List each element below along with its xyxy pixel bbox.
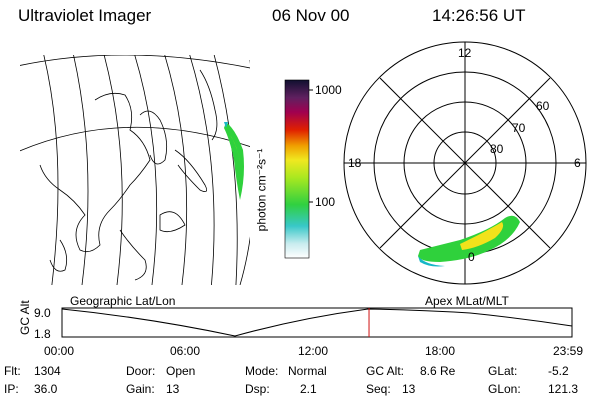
altitude-ytick-low: 1.8	[34, 327, 51, 341]
mlat-label-60: 60	[536, 99, 550, 113]
altitude-ytick-high: 9.0	[34, 306, 51, 320]
mlt-label-6: 6	[574, 156, 581, 170]
seq-value: 13	[402, 382, 416, 396]
altitude-xtick-4: 23:59	[553, 344, 584, 358]
door-value: Open	[166, 364, 196, 378]
altitude-curve	[61, 308, 573, 337]
glon-value: 121.3	[548, 382, 579, 396]
aurora-edge-geo	[224, 122, 228, 128]
ip-label: IP:	[4, 382, 19, 396]
aurora-core-polar	[460, 222, 504, 250]
seq-label: Seq:	[366, 382, 391, 396]
dsp-label: Dsp:	[245, 382, 270, 396]
mlat-label-70: 70	[512, 121, 526, 135]
altitude-xtick-3: 18:00	[425, 344, 456, 358]
flt-value: 1304	[34, 364, 61, 378]
altitude-xtick-0: 00:00	[44, 344, 75, 358]
mode-value: Normal	[288, 364, 327, 378]
mlt-label-0: 0	[468, 250, 475, 264]
glat-label: GLat:	[488, 364, 518, 378]
gain-value: 13	[166, 382, 180, 396]
mlt-label-12: 12	[458, 46, 472, 60]
right-panel-label: Apex MLat/MLT	[425, 294, 509, 308]
mode-label: Mode:	[245, 364, 279, 378]
gcalt-value: 8.6 Re	[420, 364, 456, 378]
glon-label: GLon:	[488, 382, 521, 396]
glat-value: -5.2	[548, 364, 569, 378]
date-label: 06 Nov 00	[272, 6, 350, 25]
aurora-band-geo	[224, 122, 244, 200]
mlat-label-80: 80	[490, 142, 504, 156]
altitude-xtick-1: 06:00	[170, 344, 201, 358]
altitude-ylabel: GC Alt	[18, 300, 32, 335]
flt-label: Flt:	[4, 364, 21, 378]
ip-value: 36.0	[34, 382, 58, 396]
instrument-title: Ultraviolet Imager	[18, 6, 152, 25]
dsp-value: 2.1	[300, 382, 317, 396]
altitude-xtick-2: 12:00	[298, 344, 329, 358]
colorbar-tick-1000: 1000	[315, 83, 342, 97]
left-panel-label: Geographic Lat/Lon	[70, 294, 176, 308]
gain-label: Gain:	[126, 382, 155, 396]
colorbar-tick-100: 100	[315, 195, 336, 209]
gcalt-label: GC Alt:	[366, 364, 405, 378]
mlt-label-18: 18	[348, 156, 362, 170]
door-label: Door:	[126, 364, 156, 378]
time-label: 14:26:56 UT	[432, 6, 526, 25]
aurora-edge-polar	[418, 256, 445, 267]
